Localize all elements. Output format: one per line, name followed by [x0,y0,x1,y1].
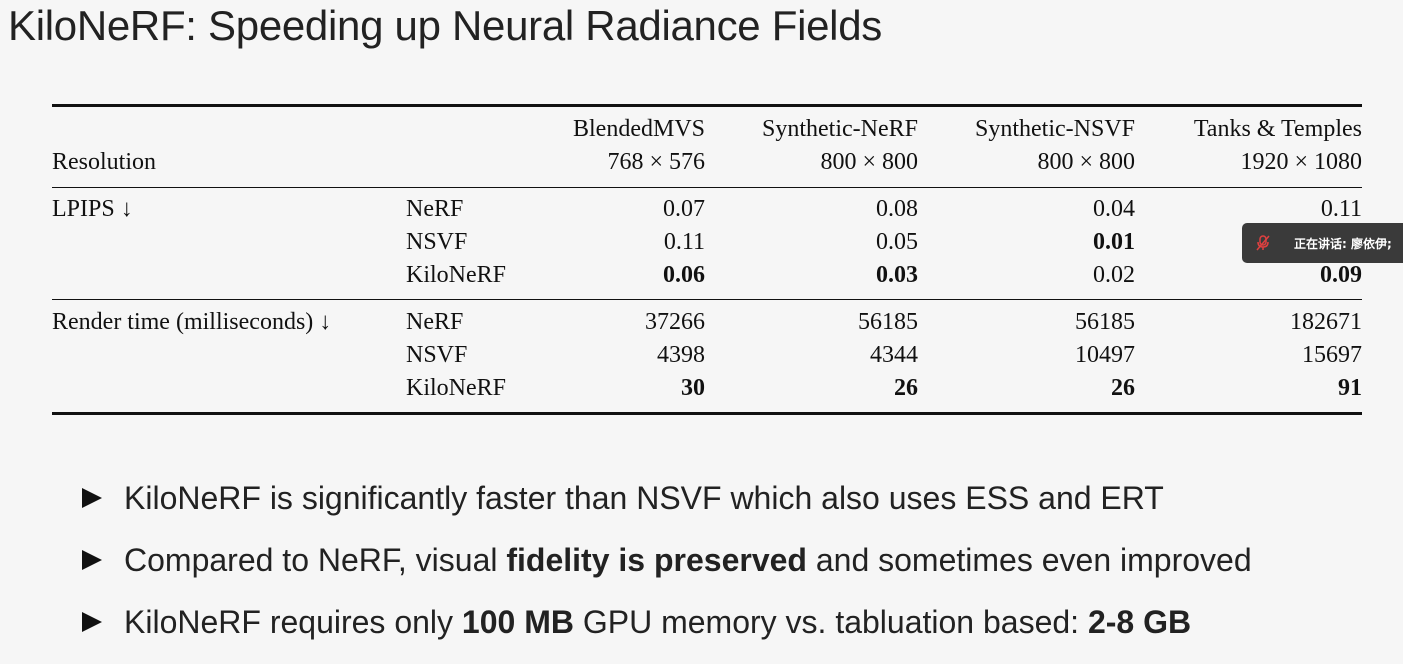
table-cell: 0.03 [876,262,918,288]
table-cell: 182671 [1290,309,1362,335]
table-cell: 10497 [1075,342,1135,368]
table-cell: 0.07 [663,196,705,222]
table-cell: 4344 [870,342,918,368]
resolution-value: 1920 × 1080 [1240,149,1362,175]
slide-title: KiloNeRF: Speeding up Neural Radiance Fi… [8,2,882,49]
method-label: NeRF [406,196,464,222]
method-label: NSVF [406,342,468,368]
table-cell: 0.04 [1093,196,1135,222]
table-cell: 56185 [1075,309,1135,335]
dataset-header: BlendedMVS [573,116,705,142]
triangle-bullet-icon [82,549,102,570]
table-cell: 26 [894,375,918,401]
table-cell: 26 [1111,375,1135,401]
lpips-label: LPIPS ↓ [52,196,133,222]
resolution-label: Resolution [52,149,157,175]
bullet-text: Compared to NeRF, visual [124,542,507,578]
resolution-value: 800 × 800 [1037,149,1135,175]
bullet-item: KiloNeRF requires only 100 MB GPU memory… [82,604,1191,641]
table-cell: 0.01 [1093,229,1135,255]
method-label: KiloNeRF [406,262,507,288]
method-label: NeRF [406,309,464,335]
method-label: NSVF [406,229,468,255]
bullet-text: KiloNeRF is significantly faster than NS… [124,480,1164,516]
bullet-item: KiloNeRF is significantly faster than NS… [82,480,1164,517]
table-top-rule [52,104,1362,107]
table-cell: 91 [1338,375,1362,401]
table-cell: 4398 [657,342,705,368]
triangle-bullet-icon [82,487,102,508]
mic-muted-icon [1256,235,1270,251]
method-label: KiloNeRF [406,375,507,401]
dataset-header: Synthetic-NeRF [762,116,918,142]
speaking-indicator[interactable]: 正在讲话: 廖依伊; [1242,223,1403,263]
bullet-emphasis: fidelity is preserved [506,542,807,578]
bullet-text: KiloNeRF requires only [124,604,462,640]
bullet-emphasis: 2-8 GB [1087,604,1192,640]
table-bottom-rule [52,412,1362,415]
table-section-rule [52,299,1362,300]
bullet-text: and sometimes even improved [806,542,1252,578]
table-cell: 0.02 [1093,262,1135,288]
table-header-rule [52,187,1362,188]
table-cell: 0.11 [663,229,705,255]
table-cell: 37266 [645,309,705,335]
table-cell: 0.09 [1320,262,1362,288]
table-cell: 0.05 [876,229,918,255]
table-cell: 0.06 [663,262,705,288]
table-cell: 56185 [858,309,918,335]
table-cell: 0.11 [1320,196,1362,222]
bullet-text: GPU memory vs. tabluation based: [573,604,1088,640]
render-time-label: Render time (milliseconds) ↓ [52,309,332,335]
dataset-header: Synthetic-NSVF [974,116,1135,142]
table-cell: 0.08 [876,196,918,222]
table-cell: 30 [681,375,705,401]
resolution-value: 800 × 800 [820,149,918,175]
table-cell: 15697 [1302,342,1362,368]
triangle-bullet-icon [82,611,102,632]
resolution-value: 768 × 576 [607,149,705,175]
dataset-header: Tanks & Temples [1193,116,1362,142]
speaking-text: 正在讲话: 廖依伊; [1294,237,1392,251]
bullet-emphasis: 100 MB [461,604,574,640]
bullet-item: Compared to NeRF, visual fidelity is pre… [82,542,1252,579]
